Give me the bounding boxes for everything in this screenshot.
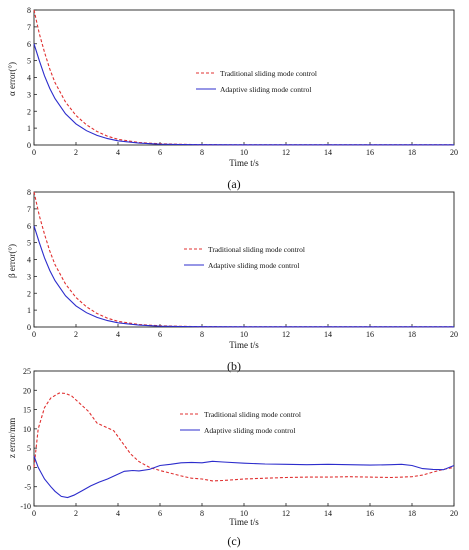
caption-b: (b) xyxy=(227,359,241,373)
ylabel-a: α error(°) xyxy=(7,62,17,96)
lines-a xyxy=(33,9,454,146)
x-tick-label-b-16: 16 xyxy=(366,330,374,339)
lines-b xyxy=(33,191,454,328)
legend-label-traditional-a: Traditional sliding mode control xyxy=(220,69,317,78)
x-tick-label-c-0: 0 xyxy=(32,509,36,518)
y-tick-label-a-1: 1 xyxy=(27,124,31,133)
caption-c: (c) xyxy=(227,534,240,548)
y-tick-label-a-5: 5 xyxy=(27,57,31,66)
x-tick-label-c-18: 18 xyxy=(408,509,416,518)
x-tick-label-a-20: 20 xyxy=(450,148,458,157)
y-tick-label-b-2: 2 xyxy=(27,289,31,298)
x-tick-label-c-20: 20 xyxy=(450,509,458,518)
x-tick-label-c-14: 14 xyxy=(324,509,332,518)
adaptive-series-line-a xyxy=(33,43,454,146)
y-tick-label-a-4: 4 xyxy=(27,74,31,83)
y-tick-label-b-1: 1 xyxy=(27,306,31,315)
x-tick-label-b-12: 12 xyxy=(282,330,290,339)
y-tick-label-c-5: 5 xyxy=(27,444,31,453)
x-tick-label-b-6: 6 xyxy=(158,330,162,339)
legend-label-traditional-c: Traditional sliding mode control xyxy=(204,410,301,419)
legend-c: Traditional sliding mode control Adaptiv… xyxy=(180,410,301,435)
x-tick-label-b-2: 2 xyxy=(74,330,78,339)
x-tick-label-a-2: 2 xyxy=(74,148,78,157)
traditional-series-line-b xyxy=(33,191,454,328)
x-tick-label-b-4: 4 xyxy=(116,330,120,339)
ylabel-b: β error(°) xyxy=(7,244,17,278)
y-tick-label-c--5: -5 xyxy=(24,483,31,492)
ylabel-c: z error/mm xyxy=(7,418,17,458)
x-tick-label-c-6: 6 xyxy=(158,509,162,518)
x-tick-label-a-6: 6 xyxy=(158,148,162,157)
x-tick-label-c-12: 12 xyxy=(282,509,290,518)
y-tick-label-b-8: 8 xyxy=(27,188,31,197)
y-tick-label-b-7: 7 xyxy=(27,205,31,214)
x-tick-label-b-0: 0 xyxy=(32,330,36,339)
y-tick-label-b-4: 4 xyxy=(27,256,31,265)
y-tick-label-c-10: 10 xyxy=(23,425,31,434)
x-tick-label-b-20: 20 xyxy=(450,330,458,339)
x-tick-label-a-16: 16 xyxy=(366,148,374,157)
x-tick-label-b-8: 8 xyxy=(200,330,204,339)
x-tick-label-a-4: 4 xyxy=(116,148,120,157)
y-tick-label-c-15: 15 xyxy=(23,406,31,415)
legend-a: Traditional sliding mode control Adaptiv… xyxy=(196,69,317,94)
legend-label-traditional-b: Traditional sliding mode control xyxy=(208,245,305,254)
ticks-c: 0 2 4 6 8 10 12 14 16 18 20 -10 -5 0 5 10 15 20 25 xyxy=(20,367,458,518)
x-tick-label-c-4: 4 xyxy=(116,509,120,518)
x-tick-label-a-18: 18 xyxy=(408,148,416,157)
legend-label-adaptive-c: Adaptive sliding mode control xyxy=(204,426,295,435)
xlabel-a: Time t/s xyxy=(229,158,259,168)
y-tick-label-c--10: -10 xyxy=(20,502,31,511)
adaptive-series-line-b xyxy=(33,225,454,328)
x-tick-label-c-8: 8 xyxy=(200,509,204,518)
panel-a: α error(°) Time t/s (a) 0 2 4 6 8 10 12 14 16 18 2… xyxy=(7,6,458,191)
y-tick-label-b-0: 0 xyxy=(27,323,31,332)
y-tick-label-a-7: 7 xyxy=(27,23,31,32)
x-tick-label-b-14: 14 xyxy=(324,330,332,339)
xlabel-b: Time t/s xyxy=(229,340,259,350)
y-tick-label-a-8: 8 xyxy=(27,6,31,15)
legend-label-adaptive-a: Adaptive sliding mode control xyxy=(220,85,311,94)
y-tick-label-b-6: 6 xyxy=(27,222,31,231)
y-tick-label-c-20: 20 xyxy=(23,386,31,395)
y-tick-label-a-3: 3 xyxy=(27,90,31,99)
legend-b: Traditional sliding mode control Adaptiv… xyxy=(184,245,305,270)
x-tick-label-c-16: 16 xyxy=(366,509,374,518)
x-tick-label-c-10: 10 xyxy=(240,509,248,518)
y-tick-label-a-0: 0 xyxy=(27,141,31,150)
x-tick-label-a-10: 10 xyxy=(240,148,248,157)
plot-frame-c xyxy=(33,370,455,507)
panel-b: β error(°) Time t/s (b) 0 2 4 6 8 10 12 14 16 18 2… xyxy=(7,188,458,373)
plot-frame-b xyxy=(33,191,455,328)
lines-c xyxy=(33,392,455,499)
y-tick-label-c-0: 0 xyxy=(27,463,31,472)
panel-c: z error/mm Time t/s (c) 0 2 4 6 8 10 12 14 16 18 2… xyxy=(7,367,458,548)
x-tick-label-a-0: 0 xyxy=(32,148,36,157)
xlabel-c: Time t/s xyxy=(229,517,259,527)
x-tick-label-b-18: 18 xyxy=(408,330,416,339)
x-tick-label-b-10: 10 xyxy=(240,330,248,339)
y-tick-label-a-6: 6 xyxy=(27,40,31,49)
caption-a: (a) xyxy=(227,177,240,191)
y-tick-label-b-5: 5 xyxy=(27,239,31,248)
y-tick-label-a-2: 2 xyxy=(27,107,31,116)
x-tick-label-c-2: 2 xyxy=(74,509,78,518)
x-tick-label-a-12: 12 xyxy=(282,148,290,157)
y-tick-label-c-25: 25 xyxy=(23,367,31,376)
adaptive-series-line-c xyxy=(33,455,455,499)
legend-label-adaptive-b: Adaptive sliding mode control xyxy=(208,261,299,270)
x-tick-label-a-14: 14 xyxy=(324,148,332,157)
y-tick-label-b-3: 3 xyxy=(27,272,31,281)
x-tick-label-a-8: 8 xyxy=(200,148,204,157)
traditional-series-line-c xyxy=(33,392,455,482)
